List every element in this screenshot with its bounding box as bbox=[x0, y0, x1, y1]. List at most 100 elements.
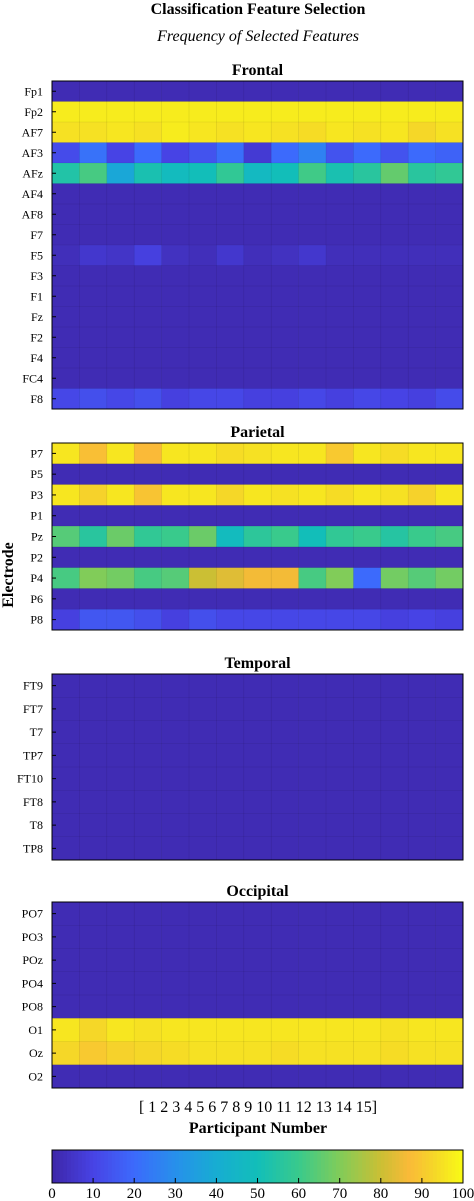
heatmap-cell: TP7 / 4: 2 bbox=[134, 743, 162, 768]
colorbar-segment bbox=[395, 1150, 400, 1183]
heatmap-cell: O1 / 13: 95 bbox=[380, 1018, 409, 1042]
heatmap-cell: AF3 / 15: 18 bbox=[435, 142, 464, 164]
heatmap-cell: AF8 / 6: 2 bbox=[189, 204, 217, 225]
heatmap-cell: Oz / 12: 95 bbox=[353, 1041, 382, 1066]
heatmap-cell: AFz / 11: 52 bbox=[326, 163, 354, 184]
colorbar-segment bbox=[339, 1150, 344, 1183]
heatmap-cell: F3 / 1: 2 bbox=[52, 265, 80, 287]
heatmap-cell: FT9 / 6: 2 bbox=[189, 674, 217, 698]
heatmap-cell: O2 / 11: 2 bbox=[326, 1064, 354, 1089]
heatmap-cell: AF4 / 6: 2 bbox=[189, 183, 217, 205]
y-tick-label: Fp2 bbox=[24, 105, 43, 119]
colorbar-segment bbox=[272, 1150, 277, 1183]
heatmap-cell: TP8 / 12: 2 bbox=[353, 836, 382, 861]
heatmap-cell: PO7 / 4: 2 bbox=[134, 902, 162, 926]
heatmap-cell: FT10 / 7: 2 bbox=[216, 767, 245, 791]
heatmap-cell: Fp2 / 2: 97 bbox=[79, 101, 108, 123]
heatmap-cell: Fp1 / 1: 2 bbox=[52, 81, 80, 102]
heatmap-cell: P1 / 7: 2 bbox=[216, 505, 245, 527]
heatmap-cell: P4 / 1: 62 bbox=[52, 567, 80, 589]
y-tick-label: F4 bbox=[30, 351, 43, 365]
heatmap-cell: AF7 / 2: 95 bbox=[79, 122, 108, 143]
heatmap-cell: P4 / 3: 68 bbox=[106, 567, 135, 589]
heatmap-cell: P3 / 7: 93 bbox=[216, 484, 245, 506]
heatmap-cell: AF7 / 7: 95 bbox=[216, 122, 245, 143]
heatmap-cell: P8 / 12: 11 bbox=[353, 609, 382, 631]
heatmap-cell: POz / 10: 2 bbox=[298, 948, 327, 973]
colorbar-segment bbox=[231, 1150, 236, 1183]
heatmap-cell: T7 / 2: 2 bbox=[79, 720, 108, 745]
heatmap-cell: TP8 / 8: 2 bbox=[243, 836, 272, 861]
heatmap-cell: P5 / 7: 2 bbox=[216, 463, 245, 485]
heatmap-cell: AF8 / 9: 2 bbox=[271, 204, 299, 225]
colorbar-segment bbox=[399, 1150, 404, 1183]
heatmap-cell: P7 / 11: 90 bbox=[326, 443, 354, 465]
heatmap-cell: PO4 / 10: 2 bbox=[298, 971, 327, 996]
heatmap-cell: F4 / 1: 2 bbox=[52, 347, 80, 369]
heatmap-cell: POz / 8: 2 bbox=[243, 948, 272, 973]
heatmap-cell: F3 / 13: 2 bbox=[380, 265, 409, 287]
heatmap-cell: P1 / 6: 2 bbox=[189, 505, 217, 527]
heatmap-cell: P4 / 7: 83 bbox=[216, 567, 245, 589]
heatmap-cell: O2 / 7: 2 bbox=[216, 1064, 245, 1089]
heatmap-cell: FT9 / 1: 2 bbox=[52, 674, 80, 698]
heatmap-cell: PO4 / 8: 2 bbox=[243, 971, 272, 996]
heatmap-cell: Fp1 / 13: 2 bbox=[380, 81, 409, 102]
heatmap-cell: FT8 / 4: 2 bbox=[134, 790, 162, 814]
heatmap-cell: PO3 / 15: 2 bbox=[435, 925, 464, 949]
y-tick-label: F7 bbox=[30, 228, 43, 242]
heatmap-cell: FT8 / 8: 2 bbox=[243, 790, 272, 814]
heatmap-cell: P1 / 4: 2 bbox=[134, 505, 162, 527]
heatmap-cell: Fz / 3: 2 bbox=[106, 306, 135, 328]
heatmap-cell: O2 / 15: 2 bbox=[435, 1064, 464, 1089]
heatmap-cell: F3 / 6: 2 bbox=[189, 265, 217, 287]
y-tick-label: P2 bbox=[30, 550, 43, 564]
heatmap-cell: PO4 / 9: 2 bbox=[271, 971, 299, 996]
heatmap-cell: Fz / 4: 2 bbox=[134, 306, 162, 328]
colorbar-tick-label: 40 bbox=[209, 1186, 224, 1201]
heatmap-cell: O2 / 10: 2 bbox=[298, 1064, 327, 1089]
heatmap-cell: FT9 / 10: 2 bbox=[298, 674, 327, 698]
heatmap-cell: P4 / 9: 86 bbox=[271, 567, 299, 589]
heatmap-cell: P5 / 15: 2 bbox=[435, 463, 464, 485]
y-tick-label: F1 bbox=[30, 289, 43, 303]
colorbar-segment bbox=[81, 1150, 87, 1183]
heatmap-cell: Oz / 6: 95 bbox=[189, 1041, 217, 1066]
heatmap-cell: F7 / 3: 2 bbox=[106, 224, 135, 246]
heatmap-cell: FT9 / 11: 2 bbox=[326, 674, 354, 698]
heatmap-cell: O1 / 3: 96 bbox=[106, 1018, 135, 1042]
heatmap-cell: P2 / 2: 2 bbox=[79, 546, 108, 568]
heatmap-cell: F5 / 3: 5 bbox=[106, 245, 135, 266]
heatmap-cell: AF3 / 8: 7 bbox=[243, 142, 272, 164]
heatmap-cell: P6 / 9: 2 bbox=[271, 588, 299, 610]
colorbar: 0 10 20 30 40 50 60 70 80 90 100 bbox=[48, 1149, 474, 1201]
heatmap-cell: FT10 / 13: 2 bbox=[380, 767, 409, 791]
colorbar-segment bbox=[205, 1150, 210, 1183]
heatmap-cell: FT7 / 10: 2 bbox=[298, 697, 327, 721]
colorbar-segment bbox=[358, 1150, 363, 1183]
heatmap-cell: TP7 / 7: 2 bbox=[216, 743, 245, 768]
heatmap-cell: F1 / 10: 2 bbox=[298, 286, 327, 307]
heatmap-cell: O2 / 4: 2 bbox=[134, 1064, 162, 1089]
heatmap-cell: AF4 / 10: 2 bbox=[298, 183, 327, 205]
heatmap-cell: P4 / 10: 62 bbox=[298, 567, 327, 589]
colorbar-segment bbox=[313, 1150, 318, 1183]
colorbar-segment bbox=[246, 1150, 251, 1183]
heatmap-cell: AF3 / 6: 14 bbox=[189, 142, 217, 164]
heatmap-cell: AF3 / 2: 22 bbox=[79, 142, 108, 164]
heatmap-cell: F2 / 13: 2 bbox=[380, 327, 409, 348]
heatmap-cell: FT9 / 13: 2 bbox=[380, 674, 409, 698]
heatmap-cell: P3 / 5: 96 bbox=[161, 484, 190, 506]
heatmap-cell: POz / 6: 2 bbox=[189, 948, 217, 973]
y-tick-label: Fz bbox=[31, 310, 43, 324]
heatmap-cell: FT7 / 3: 2 bbox=[106, 697, 135, 721]
heatmap-cell: F5 / 7: 6 bbox=[216, 245, 245, 266]
heatmap-cell: F7 / 7: 2 bbox=[216, 224, 245, 246]
heatmap-cell: P4 / 2: 70 bbox=[79, 567, 108, 589]
heatmap-cell: PO8 / 11: 2 bbox=[326, 995, 354, 1019]
heatmap-cell: T7 / 11: 2 bbox=[326, 720, 354, 745]
heatmap-cell: PO8 / 1: 2 bbox=[52, 995, 80, 1019]
heatmap-cell: Fp1 / 14: 2 bbox=[408, 81, 436, 102]
heatmap-cell: P5 / 1: 2 bbox=[52, 463, 80, 485]
heatmap-cell: P6 / 15: 2 bbox=[435, 588, 464, 610]
